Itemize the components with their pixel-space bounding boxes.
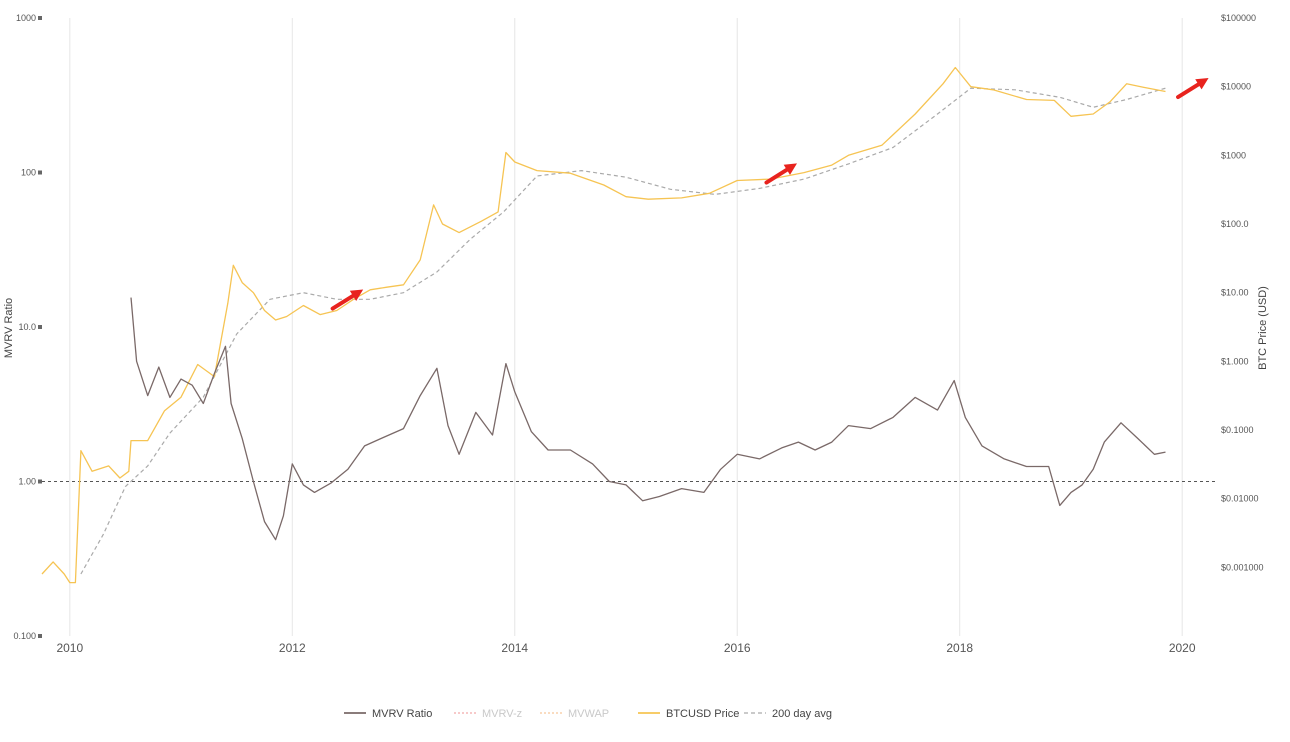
y-right-tick-label: $1.000: [1221, 356, 1249, 366]
y-right-tick-label: $10.00: [1221, 288, 1249, 298]
y-right-tick-label: $0.1000: [1221, 425, 1254, 435]
series-line-mvrv-ratio: [131, 298, 1166, 540]
legend-item-mvrv-z[interactable]: MVRV-z: [454, 708, 522, 720]
axis-layer: 2010 2012 2014 2016 2018 2020 0.100 1.00 10.0 100…: [13, 13, 1263, 655]
x-tick-label: 2014: [501, 641, 528, 655]
legend: MVRV Ratio MVRV-z MVWAP BTCUSD Price 200 day…: [344, 708, 832, 720]
y-left-tick-mark: [38, 634, 42, 638]
legend-label: MVWAP: [568, 708, 609, 720]
y-left-tick-label: 1.00: [18, 477, 36, 487]
annotation-layer: [329, 73, 1211, 314]
red-arrow-annotation: [1175, 73, 1212, 102]
y-right-tick-label: $100000: [1221, 13, 1256, 23]
y-left-axis-title: MVRV Ratio: [3, 298, 15, 358]
y-right-tick-label: $0.001000: [1221, 562, 1264, 572]
y-left-tick-label: 1000: [16, 13, 36, 23]
y-left-tick-mark: [38, 325, 42, 329]
y-right-tick-label: $10000: [1221, 82, 1251, 92]
arrow-shaft: [1178, 83, 1200, 97]
x-tick-label: 2020: [1169, 641, 1196, 655]
series-line-200-day-avg: [81, 88, 1166, 574]
legend-item-mvwap[interactable]: MVWAP: [540, 708, 609, 720]
y-right-tick-label: $0.01000: [1221, 494, 1259, 504]
grid-layer: [70, 18, 1182, 636]
legend-item-btcusd-price[interactable]: BTCUSD Price: [638, 708, 739, 720]
legend-item-mvrv-ratio[interactable]: MVRV Ratio: [344, 708, 432, 720]
y-left-tick-label: 0.100: [13, 631, 36, 641]
y-left-tick-mark: [38, 16, 42, 20]
x-tick-label: 2010: [56, 641, 83, 655]
legend-label: BTCUSD Price: [666, 708, 739, 720]
y-right-axis-title: BTC Price (USD): [1257, 286, 1269, 370]
y-left-tick-mark: [38, 480, 42, 484]
legend-item-200-day-avg[interactable]: 200 day avg: [744, 708, 832, 720]
y-left-tick-mark: [38, 171, 42, 175]
series-line-btcusd-price: [42, 68, 1166, 583]
x-tick-label: 2012: [279, 641, 306, 655]
y-right-tick-label: $100.0: [1221, 219, 1249, 229]
legend-label: 200 day avg: [772, 708, 832, 720]
legend-label: MVRV Ratio: [372, 708, 432, 720]
y-right-tick-label: $1000: [1221, 150, 1246, 160]
x-tick-label: 2018: [946, 641, 973, 655]
series-layer: [42, 68, 1166, 583]
legend-label: MVRV-z: [482, 708, 522, 720]
x-tick-label: 2016: [724, 641, 751, 655]
y-left-tick-label: 100: [21, 168, 36, 178]
y-left-tick-label: 10.0: [18, 322, 36, 332]
